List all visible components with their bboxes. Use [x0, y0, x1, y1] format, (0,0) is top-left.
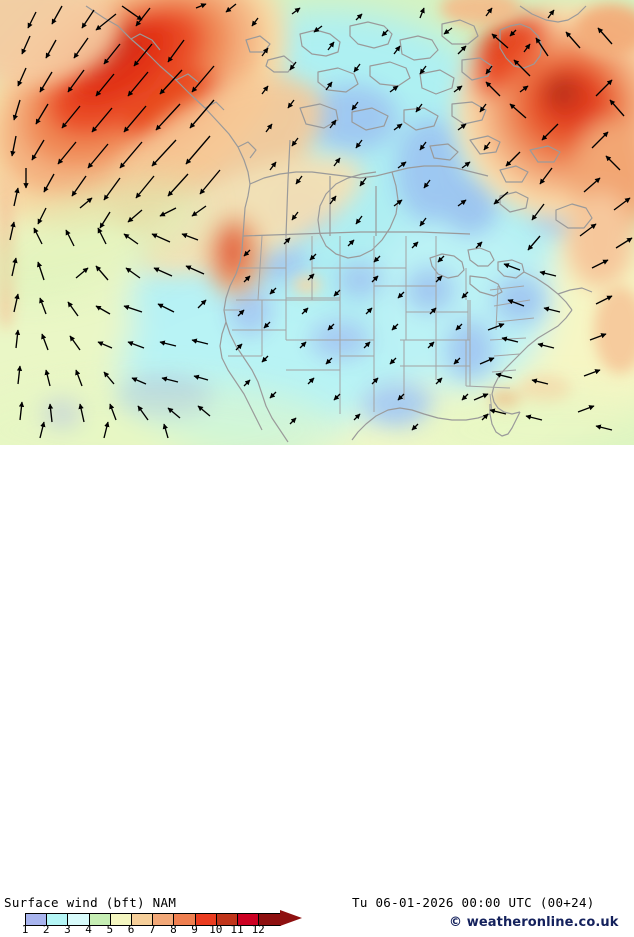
weather-map[interactable]	[0, 0, 634, 445]
colorbar-tick-4: 4	[85, 923, 92, 936]
colorbar-tick-5: 5	[106, 923, 114, 936]
colorbar-tick-7: 7	[148, 923, 156, 936]
colorbar-tick-6: 6	[127, 923, 135, 936]
colorbar-tick-labels: 1 2 3 4 5 6 7 8 9 10 11 12	[0, 923, 320, 937]
colorbar-tick-12: 12	[251, 923, 265, 936]
colorbar-tick-2: 2	[42, 923, 50, 936]
colorbar-tick-9: 9	[191, 923, 198, 936]
legend-footer: Surface wind (bft) NAM Tu 06-01-2026 00:…	[0, 445, 634, 936]
colorbar-tick-11: 11	[230, 923, 244, 936]
wind-field-svg	[0, 0, 634, 445]
colorbar-tick-1: 1	[21, 923, 29, 936]
forecast-date-text: Tu 06-01-2026 00:00 UTC (00+24)	[352, 895, 595, 910]
wind-arrow-field	[9, 3, 633, 439]
colorbar-tick-10: 10	[209, 923, 223, 936]
legend-title: Surface wind (bft) NAM	[4, 895, 177, 910]
copyright-watermark[interactable]: © weatheronline.co.uk	[449, 915, 619, 930]
state-borders	[224, 235, 535, 414]
colorbar-tick-8: 8	[170, 923, 177, 936]
colorbar-tick-3: 3	[64, 923, 71, 936]
coastlines	[85, 5, 593, 443]
